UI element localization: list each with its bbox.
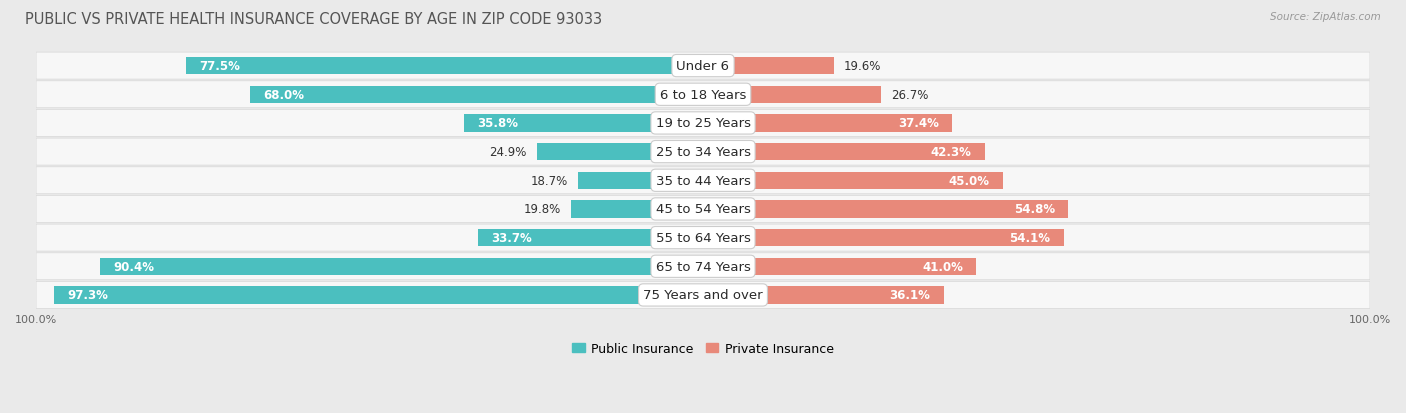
Bar	[703, 144, 986, 161]
Text: 75 Years and over: 75 Years and over	[643, 289, 763, 302]
Bar	[53, 287, 703, 304]
Text: 54.8%: 54.8%	[1014, 203, 1054, 216]
Text: 24.9%: 24.9%	[489, 146, 527, 159]
Text: 45.0%: 45.0%	[949, 174, 990, 188]
Text: 97.3%: 97.3%	[67, 289, 108, 302]
Text: 36.1%: 36.1%	[890, 289, 931, 302]
Text: 77.5%: 77.5%	[200, 60, 240, 73]
Bar	[186, 58, 703, 75]
Text: 37.4%: 37.4%	[898, 117, 939, 130]
Bar	[703, 172, 1002, 190]
Text: 65 to 74 Years: 65 to 74 Years	[655, 260, 751, 273]
Text: Source: ZipAtlas.com: Source: ZipAtlas.com	[1270, 12, 1381, 22]
FancyBboxPatch shape	[37, 82, 1369, 109]
Legend: Public Insurance, Private Insurance: Public Insurance, Private Insurance	[567, 337, 839, 360]
FancyBboxPatch shape	[37, 196, 1369, 223]
Text: 19.6%: 19.6%	[844, 60, 882, 73]
Text: 25 to 34 Years: 25 to 34 Years	[655, 146, 751, 159]
Text: 41.0%: 41.0%	[922, 260, 963, 273]
FancyBboxPatch shape	[37, 282, 1369, 309]
Text: 19.8%: 19.8%	[523, 203, 561, 216]
Text: 42.3%: 42.3%	[931, 146, 972, 159]
Text: 54.1%: 54.1%	[1010, 232, 1050, 244]
Bar	[464, 115, 703, 132]
Bar	[703, 201, 1069, 218]
Text: 6 to 18 Years: 6 to 18 Years	[659, 88, 747, 102]
Bar	[578, 172, 703, 190]
Text: 45 to 54 Years: 45 to 54 Years	[655, 203, 751, 216]
Text: 90.4%: 90.4%	[114, 260, 155, 273]
Bar	[478, 230, 703, 247]
Bar	[703, 115, 952, 132]
FancyBboxPatch shape	[37, 167, 1369, 194]
Bar	[703, 230, 1064, 247]
Text: Under 6: Under 6	[676, 60, 730, 73]
Bar	[100, 258, 703, 275]
Text: 18.7%: 18.7%	[531, 174, 568, 188]
Text: 35 to 44 Years: 35 to 44 Years	[655, 174, 751, 188]
Text: 55 to 64 Years: 55 to 64 Years	[655, 232, 751, 244]
Bar	[571, 201, 703, 218]
Text: PUBLIC VS PRIVATE HEALTH INSURANCE COVERAGE BY AGE IN ZIP CODE 93033: PUBLIC VS PRIVATE HEALTH INSURANCE COVER…	[25, 12, 602, 27]
Bar	[703, 287, 943, 304]
FancyBboxPatch shape	[37, 253, 1369, 280]
Bar	[249, 86, 703, 104]
Text: 33.7%: 33.7%	[492, 232, 533, 244]
Text: 26.7%: 26.7%	[891, 88, 928, 102]
FancyBboxPatch shape	[37, 225, 1369, 252]
Bar	[703, 86, 882, 104]
Bar	[537, 144, 703, 161]
FancyBboxPatch shape	[37, 53, 1369, 80]
Text: 35.8%: 35.8%	[478, 117, 519, 130]
Text: 68.0%: 68.0%	[263, 88, 304, 102]
FancyBboxPatch shape	[37, 110, 1369, 137]
Bar	[703, 58, 834, 75]
Text: 19 to 25 Years: 19 to 25 Years	[655, 117, 751, 130]
Bar	[703, 258, 976, 275]
FancyBboxPatch shape	[37, 139, 1369, 166]
